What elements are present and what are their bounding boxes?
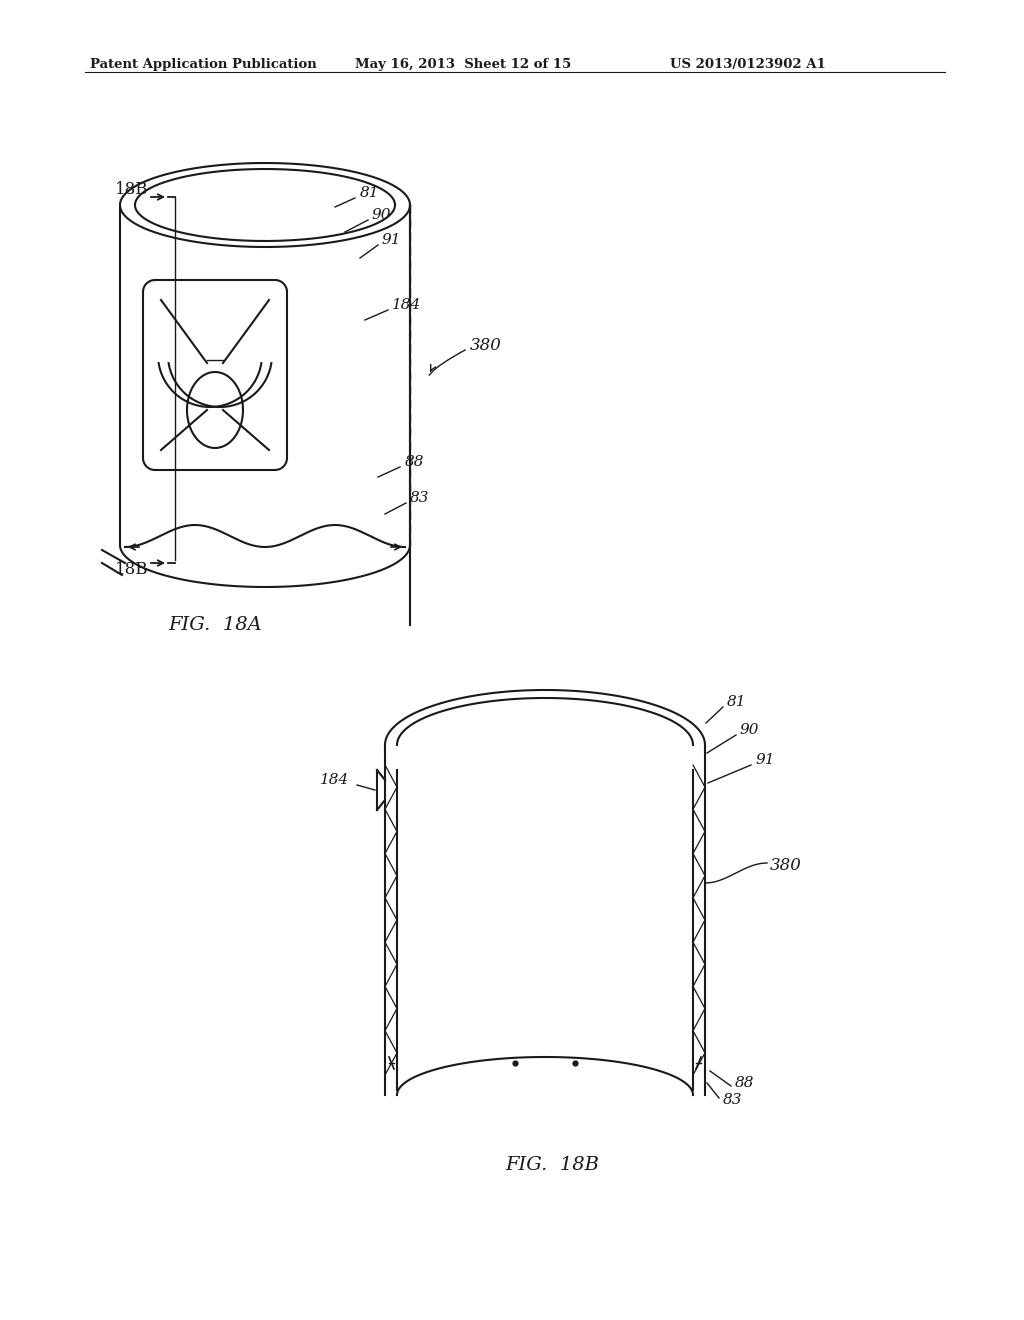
Text: Patent Application Publication: Patent Application Publication <box>90 58 316 71</box>
Text: US 2013/0123902 A1: US 2013/0123902 A1 <box>670 58 825 71</box>
Text: 380: 380 <box>770 857 802 874</box>
Text: May 16, 2013  Sheet 12 of 15: May 16, 2013 Sheet 12 of 15 <box>355 58 571 71</box>
Text: 83: 83 <box>723 1093 742 1107</box>
Text: 90: 90 <box>740 723 760 737</box>
Text: 184: 184 <box>319 774 349 787</box>
Text: 91: 91 <box>755 752 774 767</box>
Text: FIG.  18B: FIG. 18B <box>505 1156 599 1173</box>
Text: 91: 91 <box>382 234 401 247</box>
Text: 88: 88 <box>406 455 425 469</box>
Text: 88: 88 <box>735 1076 755 1090</box>
Text: 18B: 18B <box>115 181 148 198</box>
Text: 81: 81 <box>727 696 746 709</box>
Text: 184: 184 <box>392 298 421 312</box>
Text: 380: 380 <box>470 337 502 354</box>
Text: 18B: 18B <box>115 561 148 578</box>
Text: 90: 90 <box>372 209 391 222</box>
Text: 83: 83 <box>410 491 429 506</box>
Text: FIG.  18A: FIG. 18A <box>168 616 262 634</box>
Text: 81: 81 <box>360 186 380 201</box>
